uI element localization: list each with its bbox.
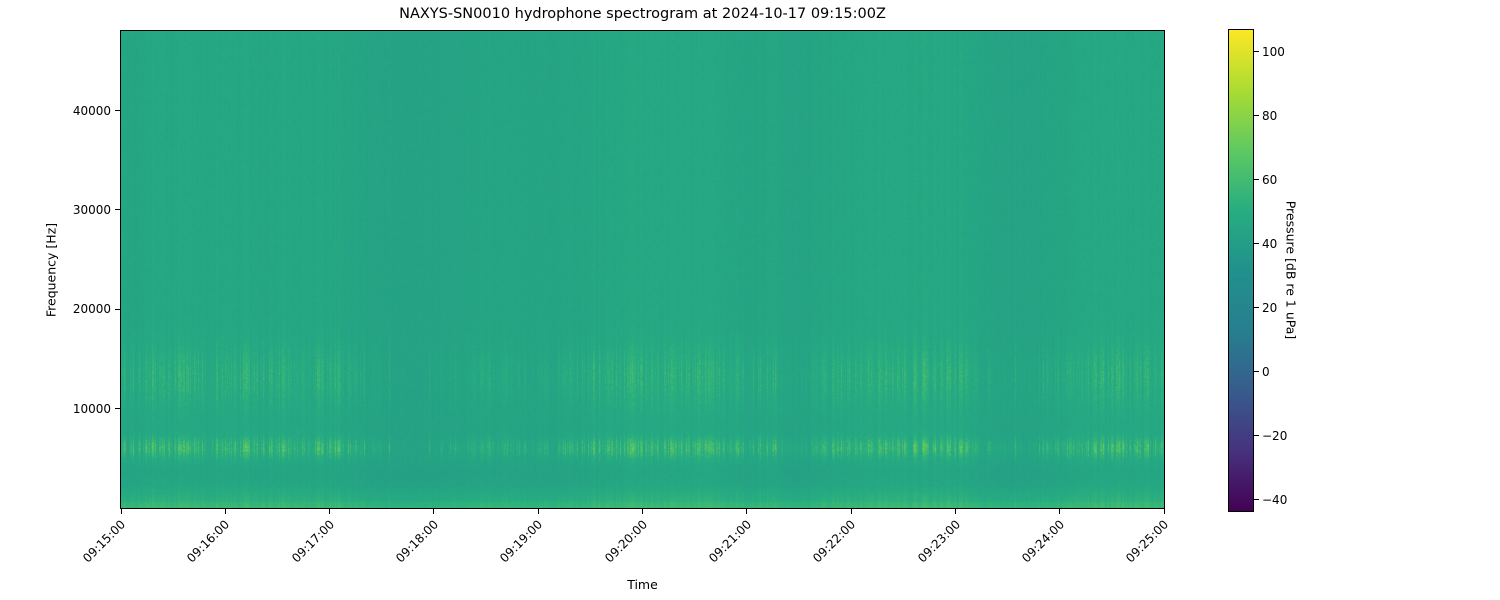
colorbar-tick-label: 80 bbox=[1262, 108, 1278, 123]
colorbar-tick-mark bbox=[1254, 307, 1259, 309]
colorbar-tick-mark bbox=[1254, 179, 1259, 181]
x-tick-label: 09:16:00 bbox=[184, 517, 233, 566]
colorbar-tick-mark bbox=[1254, 371, 1259, 373]
x-tick-mark bbox=[329, 509, 331, 514]
y-tick-label: 20000 bbox=[72, 302, 111, 317]
colorbar-tick-label: 60 bbox=[1262, 172, 1278, 187]
x-tick-label: 09:25:00 bbox=[1123, 517, 1172, 566]
colorbar-gradient bbox=[1229, 30, 1253, 511]
x-tick-label: 09:23:00 bbox=[914, 517, 963, 566]
y-tick-label: 40000 bbox=[72, 103, 111, 118]
x-tick-label: 09:17:00 bbox=[288, 517, 337, 566]
x-tick-mark bbox=[954, 509, 956, 514]
spectrogram-image bbox=[121, 31, 1164, 508]
x-tick-label: 09:21:00 bbox=[705, 517, 755, 566]
y-tick-mark bbox=[115, 408, 120, 410]
x-tick-mark bbox=[120, 509, 122, 514]
colorbar-tick-label: 40 bbox=[1262, 236, 1278, 251]
colorbar-tick-label: 0 bbox=[1262, 364, 1270, 379]
x-axis-label: Time bbox=[627, 577, 658, 592]
colorbar-tick-label: 20 bbox=[1262, 300, 1278, 315]
y-tick-label: 30000 bbox=[72, 202, 111, 217]
colorbar-tick-mark bbox=[1254, 243, 1259, 245]
colorbar-tick-label: −40 bbox=[1262, 492, 1288, 507]
x-tick-mark bbox=[224, 509, 226, 514]
colorbar-tick-mark bbox=[1254, 499, 1259, 501]
chart-title: NAXYS-SN0010 hydrophone spectrogram at 2… bbox=[399, 6, 886, 22]
x-tick-label: 09:15:00 bbox=[80, 517, 129, 566]
colorbar-tick-mark bbox=[1254, 435, 1259, 437]
x-tick-mark bbox=[1163, 509, 1165, 514]
y-tick-mark bbox=[115, 110, 120, 111]
x-tick-mark bbox=[850, 509, 852, 514]
colorbar bbox=[1228, 29, 1254, 512]
x-tick-label: 09:22:00 bbox=[810, 517, 859, 566]
y-tick-label: 10000 bbox=[72, 401, 111, 416]
colorbar-tick-label: −20 bbox=[1262, 428, 1288, 443]
x-tick-label: 09:19:00 bbox=[497, 517, 546, 566]
colorbar-tick-label: 100 bbox=[1262, 44, 1285, 59]
y-tick-mark bbox=[115, 209, 120, 211]
x-tick-mark bbox=[1059, 509, 1061, 514]
y-tick-mark bbox=[115, 308, 120, 310]
colorbar-tick-mark bbox=[1254, 115, 1259, 117]
plot-area bbox=[120, 30, 1165, 509]
x-tick-mark bbox=[433, 509, 435, 514]
x-tick-label: 09:20:00 bbox=[601, 517, 650, 566]
colorbar-label: Pressure [dB re 1 uPa] bbox=[1283, 200, 1299, 340]
colorbar-tick-mark bbox=[1254, 51, 1259, 53]
x-tick-mark bbox=[746, 509, 748, 514]
x-tick-label: 09:24:00 bbox=[1018, 517, 1067, 566]
x-tick-label: 09:18:00 bbox=[393, 517, 442, 566]
x-tick-mark bbox=[537, 509, 539, 514]
x-tick-mark bbox=[642, 509, 643, 514]
